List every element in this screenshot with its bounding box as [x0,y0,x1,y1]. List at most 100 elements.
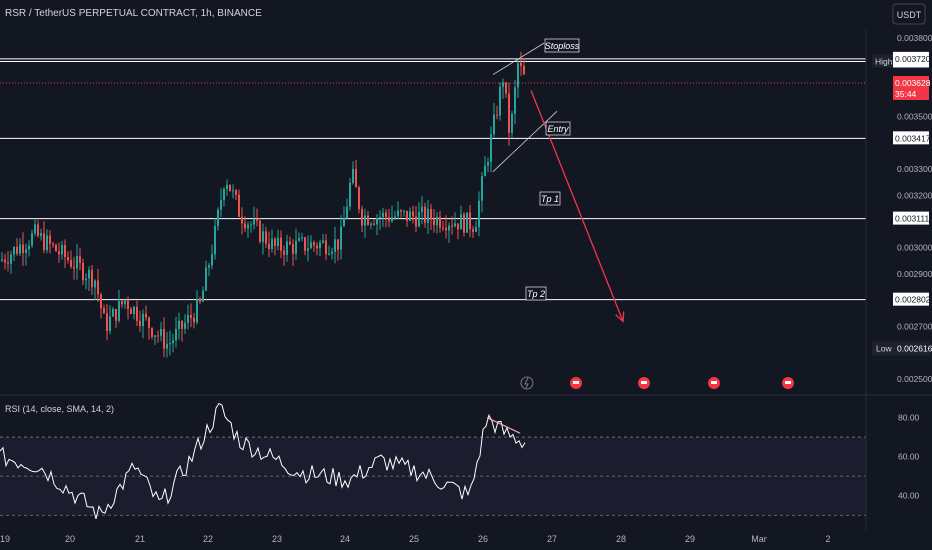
candle[interactable] [100,294,102,309]
candle[interactable] [172,340,174,344]
candle[interactable] [7,262,9,264]
candle[interactable] [199,298,201,302]
candle[interactable] [217,209,219,227]
candle[interactable] [13,247,15,255]
candle[interactable] [214,226,216,255]
candle[interactable] [493,114,495,135]
candle[interactable] [391,217,393,222]
candle[interactable] [295,240,297,254]
candle[interactable] [481,176,483,201]
candle[interactable] [520,62,522,66]
candle[interactable] [169,343,171,345]
candle[interactable] [55,244,57,252]
candle[interactable] [160,329,162,336]
candle[interactable] [508,93,510,133]
candle[interactable] [436,216,438,226]
candle[interactable] [499,86,501,116]
candle[interactable] [337,239,339,250]
candle[interactable] [355,169,357,188]
candle[interactable] [307,248,309,251]
candle[interactable] [235,190,237,195]
candle[interactable] [490,134,492,163]
candle[interactable] [331,251,333,254]
candle[interactable] [250,224,252,226]
candle[interactable] [505,82,507,94]
candle[interactable] [415,216,417,227]
candle[interactable] [457,223,459,230]
candle[interactable] [313,242,315,246]
candle[interactable] [4,259,6,263]
stoploss-label[interactable]: Stoploss [544,38,580,53]
tp1-label[interactable]: Tp 1 [539,191,561,206]
candle[interactable] [370,223,372,225]
candle[interactable] [487,162,489,166]
candle[interactable] [175,328,177,341]
candle[interactable] [394,216,396,218]
candle[interactable] [433,219,435,226]
candle[interactable] [397,210,399,217]
candle[interactable] [478,200,480,228]
candle[interactable] [283,250,285,255]
candle[interactable] [127,300,129,309]
rsi-divergence-line[interactable] [486,416,521,434]
candle[interactable] [178,320,180,329]
lightning-icon[interactable] [520,376,534,390]
candle[interactable] [268,243,270,250]
candle[interactable] [418,212,420,227]
flag-icon[interactable] [570,377,582,389]
candle[interactable] [1,259,3,261]
candle[interactable] [334,239,336,252]
candle[interactable] [133,306,135,315]
candle[interactable] [463,214,465,233]
candle[interactable] [37,224,39,236]
candle[interactable] [265,231,267,244]
candle[interactable] [292,244,294,254]
candle[interactable] [412,211,414,217]
candle[interactable] [79,255,81,263]
candle[interactable] [142,313,144,327]
candle[interactable] [202,290,204,302]
candle[interactable] [139,320,141,327]
candle[interactable] [67,256,69,261]
candle[interactable] [232,190,234,192]
candle[interactable] [82,262,84,281]
candle[interactable] [502,82,504,87]
candle[interactable] [187,314,189,323]
candle[interactable] [328,253,330,255]
candle[interactable] [31,233,33,246]
flag-icon[interactable] [638,377,650,389]
candle[interactable] [427,208,429,223]
candle[interactable] [472,229,474,232]
candle[interactable] [151,328,153,337]
candle[interactable] [400,210,402,212]
candle[interactable] [109,316,111,332]
candle[interactable] [106,313,108,332]
candle[interactable] [346,206,348,219]
candle[interactable] [130,308,132,315]
rsi-pane[interactable] [0,402,866,520]
candle[interactable] [148,317,150,329]
candle[interactable] [241,216,243,224]
candle[interactable] [205,267,207,291]
candle[interactable] [448,225,450,231]
candle[interactable] [52,243,54,245]
currency-button[interactable]: USDT [892,3,926,25]
candle[interactable] [271,238,273,250]
candle[interactable] [424,206,426,223]
candle[interactable] [223,189,225,201]
candle[interactable] [136,306,138,321]
channel-lower[interactable] [492,111,558,172]
candle[interactable] [442,227,444,229]
candle[interactable] [289,241,291,245]
candle[interactable] [256,219,258,221]
candle[interactable] [22,244,24,254]
candle[interactable] [166,343,168,349]
candle[interactable] [244,223,246,229]
candle[interactable] [439,216,441,228]
candle[interactable] [349,182,351,207]
candle[interactable] [85,278,87,281]
candle[interactable] [196,298,198,323]
candle[interactable] [343,218,345,227]
candle[interactable] [430,208,432,220]
